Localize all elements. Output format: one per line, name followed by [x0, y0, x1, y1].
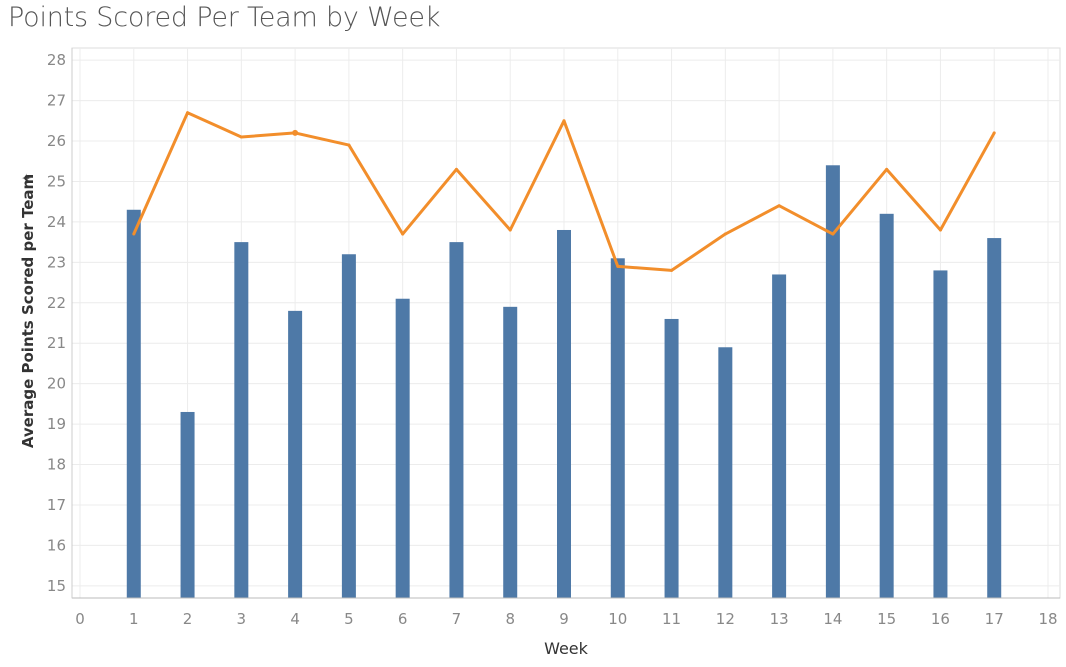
- y-tick-label: 22: [47, 294, 66, 312]
- x-tick-label: 18: [1038, 610, 1057, 628]
- y-tick-label: 28: [47, 51, 66, 69]
- x-tick-label: 9: [559, 610, 569, 628]
- line-series: [132, 111, 996, 272]
- y-tick-label: 21: [47, 334, 66, 352]
- bar: [825, 165, 840, 598]
- x-tick-label: 6: [398, 610, 408, 628]
- bar-series: [126, 165, 1002, 598]
- x-tick-label: 8: [505, 610, 515, 628]
- x-tick-label: 14: [823, 610, 842, 628]
- y-tick-label: 17: [47, 496, 66, 514]
- bar: [449, 242, 464, 598]
- x-tick-label: 4: [290, 610, 300, 628]
- x-tick-label: 17: [985, 610, 1004, 628]
- line-point: [777, 204, 781, 208]
- bar: [503, 306, 518, 598]
- x-tick-label: 7: [452, 610, 462, 628]
- line-point: [186, 111, 190, 115]
- bar: [610, 258, 625, 598]
- y-tick-labels: 15 16 17 18 19 20 21 22 23 24 25 26 27 28: [47, 51, 66, 595]
- bar: [126, 209, 141, 598]
- x-tick-label: 11: [662, 610, 681, 628]
- y-tick-label: 16: [47, 536, 66, 554]
- line-point-highlight: [292, 129, 299, 136]
- y-tick-label: 25: [47, 172, 66, 190]
- line-point: [562, 119, 566, 123]
- x-tick-label: 5: [344, 610, 354, 628]
- bar: [557, 229, 571, 598]
- line-point: [239, 135, 243, 139]
- x-tick-label: 16: [931, 610, 950, 628]
- x-tick-labels: 0 1 2 3 4 5 6 7 8 9 10 11 12 13 14 15 16 17 18: [75, 610, 1057, 628]
- y-tick-label: 23: [47, 253, 66, 271]
- x-tick-label: 13: [770, 610, 789, 628]
- bar: [234, 242, 249, 598]
- x-tick-label: 12: [716, 610, 735, 628]
- line-point: [401, 232, 405, 236]
- y-tick-label: 27: [47, 92, 66, 110]
- x-tick-label: 10: [608, 610, 627, 628]
- bar: [288, 310, 303, 598]
- y-axis-title: Average Points Scored per Team: [19, 174, 37, 448]
- x-tick-label: 1: [129, 610, 139, 628]
- y-tick-label: 15: [47, 577, 66, 595]
- line-point: [992, 131, 996, 135]
- y-tick-label: 19: [47, 415, 66, 433]
- line-point: [454, 167, 458, 171]
- chart-title: Points Scored Per Team by Week: [8, 2, 441, 33]
- line-point: [723, 232, 727, 236]
- x-tick-label: 15: [877, 610, 896, 628]
- x-tick-label: 2: [183, 610, 193, 628]
- line-point: [347, 143, 351, 147]
- line-point: [616, 264, 620, 268]
- bar: [987, 238, 1002, 598]
- y-tick-label: 24: [47, 213, 66, 231]
- bar: [341, 254, 356, 598]
- bar: [395, 298, 410, 598]
- line-point: [831, 232, 835, 236]
- bar: [772, 274, 787, 598]
- bar: [718, 347, 733, 598]
- y-tick-label: 20: [47, 375, 66, 393]
- bar: [664, 318, 679, 598]
- x-tick-label: 0: [75, 610, 85, 628]
- axes: ✦: [20, 48, 1060, 599]
- y-tick-label: 18: [47, 456, 66, 474]
- bar: [879, 213, 894, 598]
- pin-icon: ✦: [20, 172, 35, 183]
- line-point: [885, 167, 889, 171]
- line-point: [938, 228, 942, 232]
- x-axis-title: Week: [544, 639, 589, 658]
- line-point: [670, 268, 674, 272]
- x-tick-label: 3: [237, 610, 247, 628]
- line-point: [508, 228, 512, 232]
- bar: [180, 411, 195, 598]
- line-point: [132, 232, 136, 236]
- bar: [933, 270, 948, 598]
- y-tick-label: 26: [47, 132, 66, 150]
